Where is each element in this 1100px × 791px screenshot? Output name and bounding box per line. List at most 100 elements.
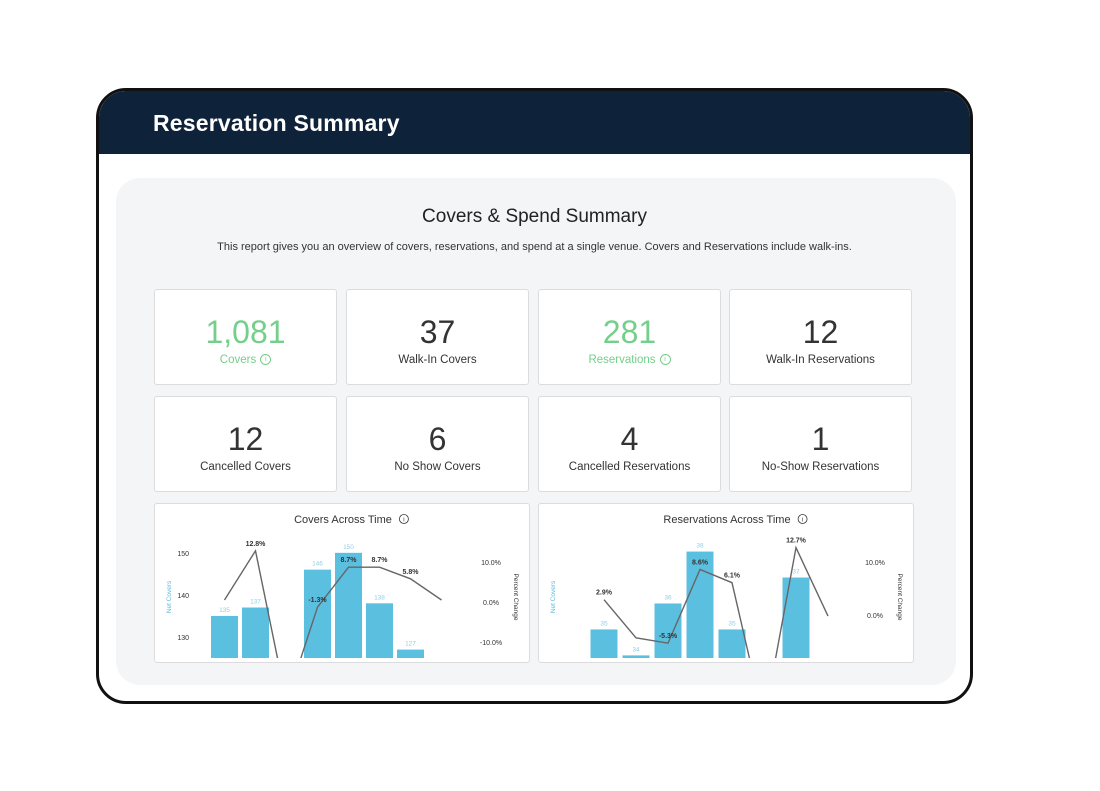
y-axis-label: Net Covers [166,580,173,613]
stat-label-text: Walk-In Covers [398,354,477,366]
bar [335,552,362,658]
chart-panel: Reservations Across Time i Net Covers Perce… [538,503,914,663]
line-value-label: 8.7% [341,557,358,564]
stat-value: 6 [428,421,447,457]
stat-value: 1,081 [205,314,286,350]
stat-label: No Show Covers [347,461,528,473]
bar [397,649,424,658]
line-value-label: 6.1% [724,573,741,580]
bar-value-label: 135 [219,607,230,614]
y2-tick-label: 0.0% [483,600,499,607]
bar-value-label: 34 [632,646,640,653]
stat-card: 1,081 Covers i [154,289,337,385]
bar [211,615,238,658]
y-tick-label: 140 [177,593,189,600]
info-icon [797,514,808,524]
stat-value: 4 [620,421,639,457]
stat-value: 12 [802,314,839,350]
labels: 35 34 36 38 35 37 2.9% -5.3% 8.6% 6.1% 12.7% [596,538,807,654]
line-value-label: 8.7% [372,557,389,564]
y2-tick-label: 10.0% [481,560,501,567]
bar [654,603,682,658]
stat-value: 1 [811,421,830,457]
plot [211,548,442,658]
y2-axis-label: Percent Change [896,574,903,621]
stat-value: 12 [227,421,264,457]
stat-card: 281 Reservations i [538,289,721,385]
stat-card: 1 No-Show Reservations [729,396,912,492]
report-description: This report gives you an overview of cov… [217,241,852,253]
bar-value-label: 146 [312,561,323,568]
stat-label: No-Show Reservations [730,461,911,473]
bar [782,577,810,658]
line-value-label: 8.6% [692,559,709,566]
y-axis-label: Net Covers [550,580,557,613]
line-value-label: 2.9% [596,590,613,597]
line-value-label: 5.8% [403,569,420,576]
stat-label: Reservations i [539,354,720,366]
stat-label-text: No-Show Reservations [761,461,880,473]
line-value-label: -5.3% [659,633,678,640]
bar [366,603,393,658]
stat-label-text: Walk-In Reservations [766,354,875,366]
info-icon-glyph: i [802,518,803,524]
bar-value-label: 35 [600,620,608,627]
stat-label: Covers i [155,354,336,366]
stat-label: Walk-In Reservations [730,354,911,366]
stat-label: Cancelled Reservations [539,461,720,473]
bar-value-label: 137 [250,599,261,606]
info-icon: i [260,354,272,366]
stat-card: 6 No Show Covers [346,396,529,492]
bar-value-label: 36 [664,594,672,601]
stat-label-text: Covers [219,354,257,366]
bar [686,551,714,658]
bar-value-label: 150 [343,544,354,551]
stat-value: 281 [602,314,657,350]
stat-label-text: Cancelled Covers [200,461,291,473]
line [223,548,442,658]
line [603,545,829,658]
bar-value-label: 127 [405,641,416,648]
y2-axis-label: Percent Change [512,574,519,621]
header: Reservation Summary [99,91,970,154]
y-tick-label: 130 [177,635,189,642]
stat-card: 12 Cancelled Covers [154,396,337,492]
stat-label: Cancelled Covers [155,461,336,473]
chart: Reservations Across Time i Net Covers Perce… [550,514,903,658]
y2-tick-label: 10.0% [865,560,885,567]
stat-card: 4 Cancelled Reservations [538,396,721,492]
info-icon: i [659,354,671,366]
bar [718,629,746,658]
bar-value-label: 138 [374,594,385,601]
bar [590,629,618,658]
chart-title: Covers Across Time [294,514,392,526]
chart-panel: Covers Across Time i Net Covers Percent Cha… [154,503,530,663]
bar [622,655,650,658]
plot [590,545,829,658]
stat-label-text: Cancelled Reservations [568,461,691,473]
stat-label-text: Reservations [588,354,656,366]
stat-card: 37 Walk-In Covers [346,289,529,385]
bar-value-label: 37 [792,569,800,576]
info-icon [399,514,409,524]
stat-label: Walk-In Covers [347,354,528,366]
y-tick-label: 150 [177,551,189,558]
y2-tick-label: 0.0% [867,613,883,620]
window: Reservation Summary Covers & Spend Summa… [96,88,973,704]
labels: 135 137 146 150 138 127 12.8% -1.3% 8.7% 8.7% 5.8% [219,541,419,648]
stat-label-text: No Show Covers [394,461,481,473]
stat-value: 37 [419,314,456,350]
y2-tick-label: -10.0% [480,640,502,647]
info-icon-glyph: i [403,518,404,524]
bar-value-label: 35 [728,620,736,627]
bar-value-label: 38 [696,543,704,550]
header-title: Reservation Summary [153,110,400,136]
chart-title: Reservations Across Time [663,514,790,526]
bar [242,607,269,658]
line-value-label: -1.3% [308,597,327,604]
stat-card: 12 Walk-In Reservations [729,289,912,385]
chart: Covers Across Time i Net Covers Percent Cha… [166,514,519,658]
line-value-label: 12.7% [786,538,807,545]
line-value-label: 12.8% [246,541,267,548]
